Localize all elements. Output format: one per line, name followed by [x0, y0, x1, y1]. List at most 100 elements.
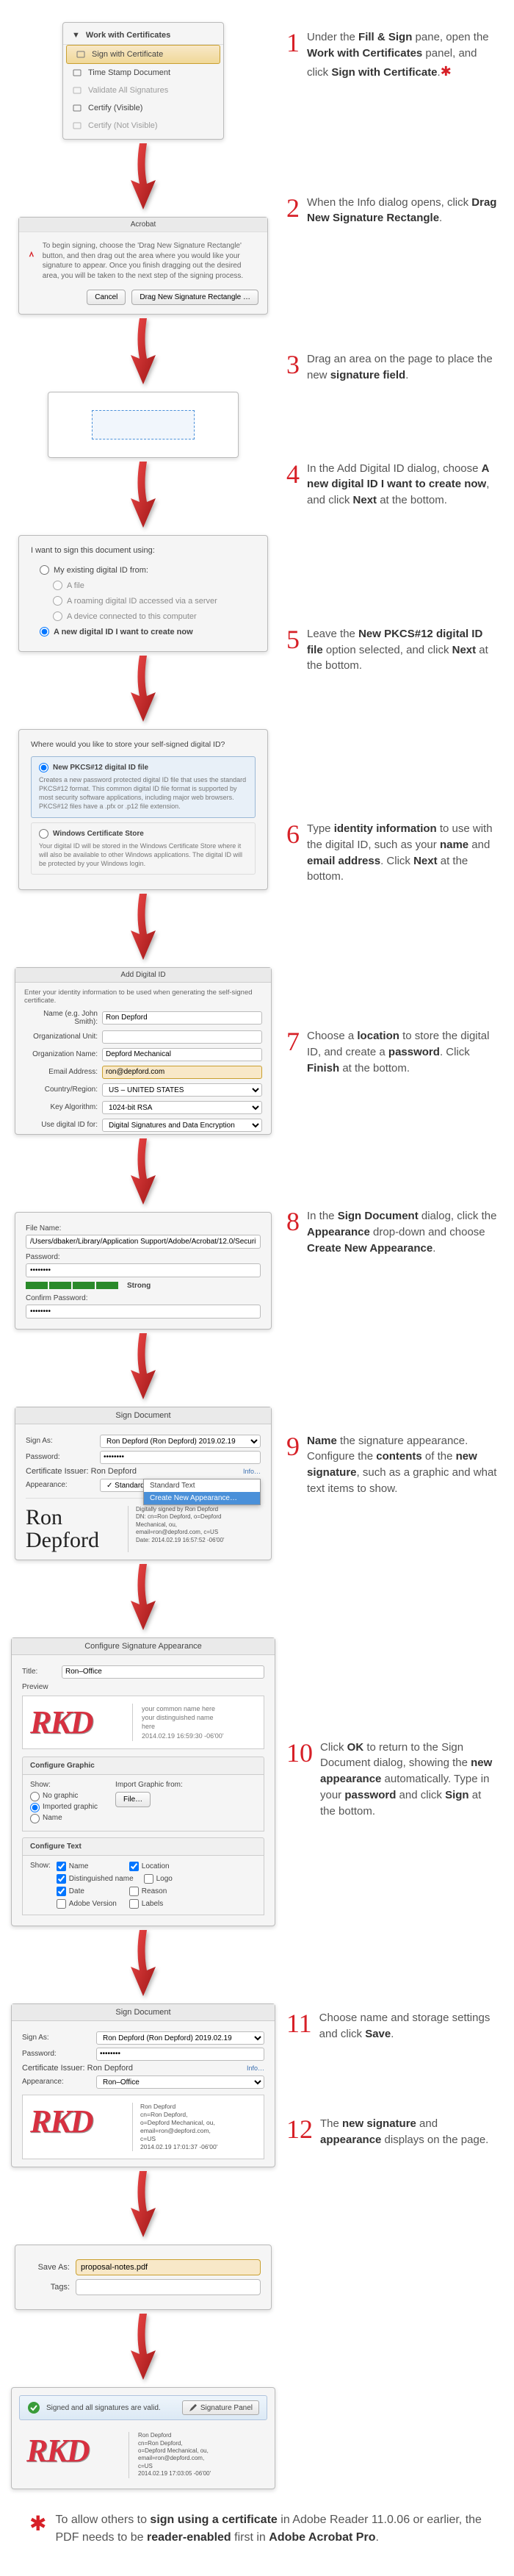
step-number: 1	[286, 29, 300, 56]
field[interactable]: Digital Signatures and Data Encryption	[102, 1119, 262, 1132]
arrow-icon	[125, 143, 162, 209]
star-icon: ✱	[29, 2511, 46, 2536]
dropdown-item[interactable]: Standard Text	[144, 1479, 260, 1492]
step-number: 4	[286, 461, 300, 487]
password-input[interactable]	[96, 2048, 264, 2061]
file-button[interactable]: File…	[115, 1792, 151, 1807]
field[interactable]	[102, 1030, 262, 1044]
field[interactable]: US – UNITED STATES	[102, 1083, 262, 1097]
radio-option[interactable]: A new digital ID I want to create now	[31, 624, 256, 639]
arrow-icon	[125, 1138, 162, 1205]
strength-meter: Strong	[26, 1282, 261, 1290]
checkbox[interactable]: Logo	[144, 1874, 206, 1884]
step-description: 7Choose a location to store the digital …	[286, 1028, 514, 1076]
windows-store-option[interactable]: Windows Certificate Store Your digital I…	[31, 822, 256, 875]
sign-document-dialog-2: Sign Document Sign As:Ron Depford (Ron D…	[11, 2003, 275, 2167]
info-dialog: Acrobat To begin signing, choose the 'Dr…	[18, 217, 268, 315]
radio[interactable]	[39, 763, 48, 772]
signature-preview: RKD Ron Depford cn=Ron Depford, o=Depfor…	[22, 2095, 264, 2159]
save-as-input[interactable]	[76, 2259, 261, 2275]
signature-panel-button[interactable]: Signature Panel	[182, 2400, 259, 2415]
cancel-button[interactable]: Cancel	[87, 290, 126, 305]
info-link[interactable]: Info…	[243, 1468, 261, 1475]
radio-option[interactable]: A device connected to this computer	[31, 609, 256, 624]
checkbox[interactable]: Reason	[129, 1887, 192, 1896]
radio-option[interactable]: My existing digital ID from:	[31, 562, 256, 578]
panel-item[interactable]: Certify (Not Visible)	[63, 117, 223, 134]
rkd-graphic: RKD	[26, 2432, 129, 2478]
section-graphic: Configure Graphic	[22, 1757, 264, 1775]
signed-page: Signed and all signatures are valid. Sig…	[11, 2387, 275, 2489]
confirm-input[interactable]	[26, 1305, 261, 1319]
dropdown-item[interactable]: Create New Appearance…	[144, 1492, 260, 1504]
step-description: 5Leave the New PKCS#12 digital ID file o…	[286, 626, 514, 674]
tags-input[interactable]	[76, 2279, 261, 2295]
sign-as-select[interactable]: Ron Depford (Ron Depford) 2019.02.19	[100, 1435, 261, 1448]
dialog-title: Acrobat	[19, 218, 267, 232]
chevron-down-icon: ▼	[72, 31, 80, 40]
field[interactable]: 1024-bit RSA	[102, 1101, 262, 1114]
dialog-body: To begin signing, choose the 'Drag New S…	[43, 241, 258, 281]
radio-option[interactable]: A file	[31, 578, 256, 593]
signature-details: Digitally signed by Ron Depford DN: cn=R…	[128, 1506, 261, 1552]
checkbox[interactable]: Labels	[129, 1899, 192, 1909]
page-area[interactable]	[48, 392, 239, 458]
arrow-icon	[125, 656, 162, 722]
dialog-title: Add Digital ID	[15, 968, 271, 983]
step-description: 2When the Info dialog opens, click Drag …	[286, 195, 514, 227]
confirm-label: Confirm Password:	[26, 1294, 261, 1302]
work-with-certificates-panel: ▼ Work with Certificates Sign with Certi…	[62, 22, 224, 140]
file-input[interactable]	[26, 1235, 261, 1249]
password-label: Password:	[26, 1253, 261, 1261]
pkcs12-option[interactable]: New PKCS#12 digital ID file Creates a ne…	[31, 756, 256, 818]
sign-document-dialog: Sign Document Sign As:Ron Depford (Ron D…	[15, 1407, 272, 1560]
panel-item[interactable]: Validate All Signatures	[63, 82, 223, 99]
checkbox[interactable]: Location	[129, 1862, 192, 1871]
info-link[interactable]: Info…	[247, 2064, 264, 2072]
radio-option[interactable]: A roaming digital ID accessed via a serv…	[31, 593, 256, 609]
checkbox[interactable]: Distinguished name	[57, 1874, 134, 1884]
dialog-title: Configure Signature Appearance	[12, 1638, 275, 1655]
step-number: 12	[286, 2116, 313, 2142]
title-input[interactable]	[62, 1665, 264, 1679]
checkbox[interactable]: Adobe Version	[57, 1899, 119, 1909]
add-digital-id-dialog: I want to sign this document using: My e…	[18, 535, 268, 652]
arrow-icon	[125, 1564, 162, 1630]
password-input[interactable]	[26, 1263, 261, 1277]
arrow-icon	[125, 1333, 162, 1399]
radio-option[interactable]: No graphic	[30, 1792, 98, 1801]
signature-preview: Ron Depford Digitally signed by Ron Depf…	[26, 1498, 261, 1552]
step-description: 1Under the Fill & Sign pane, open the Wo…	[286, 29, 514, 81]
panel-header-label: Work with Certificates	[86, 31, 170, 40]
panel-item[interactable]: Sign with Certificate	[66, 45, 220, 64]
radio[interactable]	[39, 829, 48, 839]
save-dialog: Save As: Tags:	[15, 2245, 272, 2310]
rkd-graphic: RKD	[30, 1704, 133, 1741]
password-input[interactable]	[100, 1451, 261, 1464]
panel-header[interactable]: ▼ Work with Certificates	[63, 27, 223, 45]
drag-rectangle-button[interactable]: Drag New Signature Rectangle …	[131, 290, 258, 305]
signature-rectangle[interactable]	[92, 410, 195, 440]
radio-option[interactable]: Imported graphic	[30, 1803, 98, 1812]
checkbox[interactable]: Name	[57, 1862, 119, 1871]
sign-as-select[interactable]: Ron Depford (Ron Depford) 2019.02.19	[96, 2031, 264, 2045]
step-description: 3Drag an area on the page to place the n…	[286, 351, 514, 384]
checkbox[interactable]: Date	[57, 1887, 119, 1896]
step-description: 9Name the signature appearance. Configur…	[286, 1433, 514, 1497]
issuer-label: Certificate Issuer: Ron Depford	[26, 1467, 137, 1476]
field[interactable]	[102, 1048, 262, 1061]
step-description: 10Click OK to return to the Sign Documen…	[286, 1740, 514, 1820]
password-dialog: File Name: Password: Strong Confirm Pass…	[15, 1212, 272, 1330]
step-number: 8	[286, 1208, 300, 1235]
radio-option[interactable]: Name	[30, 1814, 98, 1823]
pen-icon	[189, 2403, 198, 2412]
step-description: 11Choose name and storage settings and c…	[286, 2010, 514, 2042]
acrobat-icon	[28, 241, 35, 268]
panel-item[interactable]: Certify (Visible)	[63, 99, 223, 117]
step-description: 8In the Sign Document dialog, click the …	[286, 1208, 514, 1256]
field[interactable]	[102, 1011, 262, 1025]
panel-item[interactable]: Time Stamp Document	[63, 64, 223, 82]
appearance-select[interactable]: Ron–Office	[96, 2075, 264, 2089]
field[interactable]	[102, 1066, 262, 1079]
arrow-icon	[125, 894, 162, 960]
